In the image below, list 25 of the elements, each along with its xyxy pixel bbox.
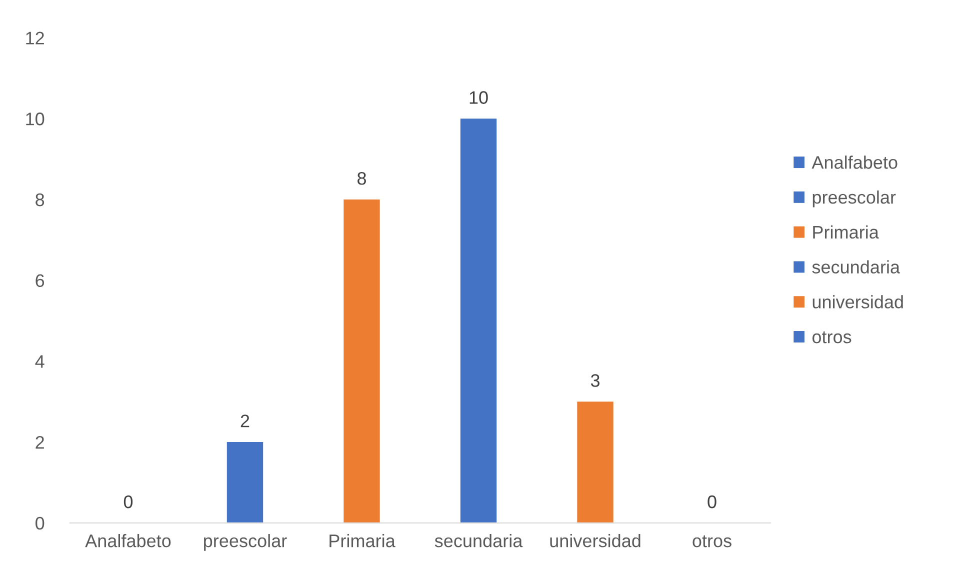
data-label: 8 bbox=[358, 172, 366, 185]
legend-label: universidad bbox=[812, 295, 903, 308]
y-tick-label: 12 bbox=[26, 32, 44, 44]
legend-label: secundaria bbox=[812, 260, 900, 274]
legend-label: otros bbox=[812, 331, 852, 344]
legend-label: Primaria bbox=[813, 225, 879, 239]
data-label: 2 bbox=[240, 414, 250, 428]
data-label: 0 bbox=[124, 495, 133, 508]
x-tick-label: preescolar bbox=[204, 534, 287, 551]
y-tick-label: 6 bbox=[36, 274, 44, 288]
y-tick-label: 0 bbox=[36, 516, 44, 530]
y-tick-label: 4 bbox=[35, 355, 44, 368]
legend-label: preescolar bbox=[812, 190, 896, 208]
legend-label: Analfabeto bbox=[812, 156, 898, 169]
x-tick-label: secundaria bbox=[434, 534, 523, 548]
y-tick-label: 8 bbox=[36, 193, 44, 206]
x-tick-label: otros bbox=[692, 535, 732, 548]
x-tick-label: Analfabeto bbox=[85, 534, 171, 548]
x-tick-label: Primaria bbox=[330, 534, 396, 548]
data-label: 10 bbox=[470, 91, 488, 104]
y-tick-label: 2 bbox=[36, 436, 44, 449]
x-tick-label: universidad bbox=[550, 534, 640, 548]
data-label: 3 bbox=[590, 374, 600, 387]
y-tick-label: 10 bbox=[26, 112, 44, 126]
data-label: 0 bbox=[708, 495, 716, 508]
